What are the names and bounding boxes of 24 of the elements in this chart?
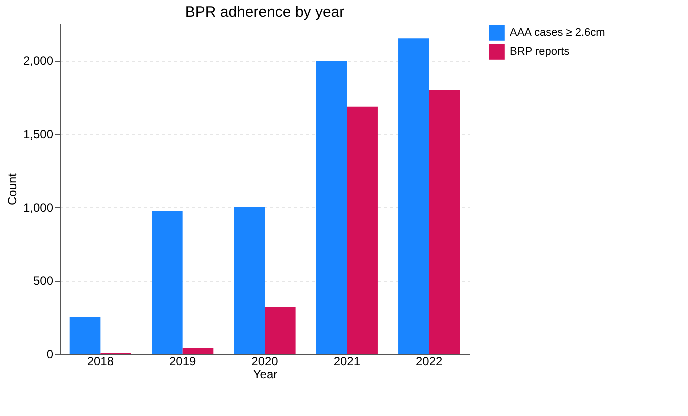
bar	[316, 61, 348, 354]
bar	[234, 207, 265, 354]
legend-label: AAA cases ≥ 2.6cm	[510, 27, 606, 39]
chart-title: BPR adherence by year	[185, 4, 345, 21]
bar	[182, 348, 214, 354]
bar	[429, 90, 460, 354]
bar	[398, 38, 430, 354]
x-tick-label: 2020	[252, 354, 279, 368]
x-axis-title: Year	[253, 368, 278, 382]
y-axis-title: Count	[5, 172, 20, 206]
y-tick-label: 1,000	[23, 200, 54, 215]
bar	[152, 211, 183, 354]
x-tick-label: 2021	[334, 354, 361, 368]
y-tick-label: 2,000	[23, 54, 54, 68]
legend-label: BRP reports	[510, 46, 570, 58]
y-tick-label: 0	[46, 348, 54, 362]
x-tick-label: 2018	[87, 354, 114, 368]
x-tick-label: 2019	[169, 354, 197, 368]
bar	[347, 106, 378, 354]
bar	[70, 317, 101, 354]
bar	[265, 307, 296, 354]
y-tick-label: 1,500	[23, 128, 54, 142]
y-tick-label: 500	[33, 274, 54, 288]
x-tick-label: 2022	[416, 354, 443, 368]
